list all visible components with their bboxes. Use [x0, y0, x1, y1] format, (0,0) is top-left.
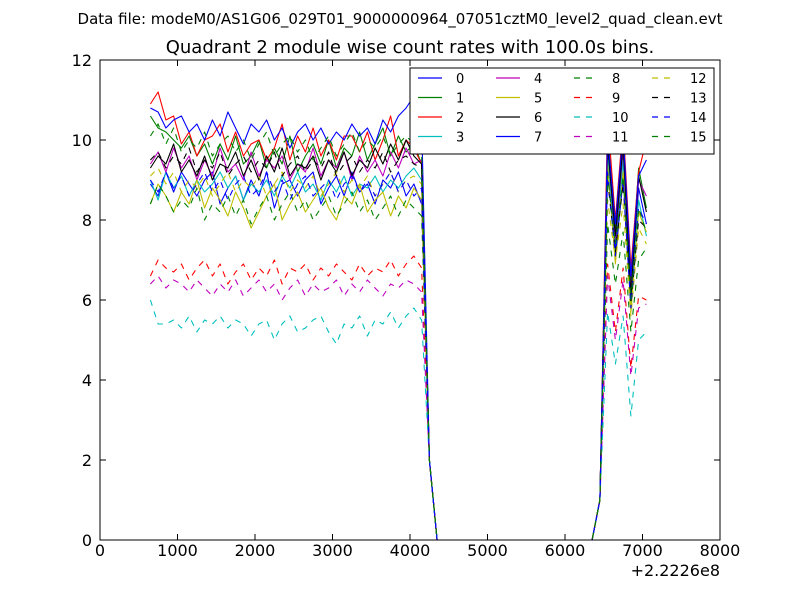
- x-tick-label: 8000: [700, 541, 741, 560]
- series-line-9: [149, 255, 647, 540]
- x-tick-label: 4000: [390, 541, 431, 560]
- legend-label: 8: [612, 72, 620, 87]
- y-tick-label: 6: [82, 291, 92, 310]
- y-tick-label: 2: [82, 451, 92, 470]
- legend-label: 11: [612, 131, 629, 146]
- legend-label: 12: [690, 72, 707, 87]
- legend-label: 13: [690, 92, 707, 107]
- series-line-7: [150, 95, 647, 540]
- x-tick-label: 3000: [312, 541, 353, 560]
- legend-label: 3: [456, 131, 464, 146]
- x-tick-label: 7000: [622, 541, 663, 560]
- y-tick-label: 4: [82, 371, 92, 390]
- legend-label: 15: [690, 131, 707, 146]
- legend-box: [409, 67, 715, 155]
- x-tick-label: 1000: [157, 541, 198, 560]
- series-line-3: [149, 155, 647, 540]
- legend-label: 14: [690, 111, 707, 126]
- series-line-2: [149, 91, 647, 540]
- chart-title: Quadrant 2 module wise count rates with …: [166, 37, 655, 58]
- series-layer: [149, 91, 647, 540]
- legend-label: 1: [456, 92, 464, 107]
- x-tick-label: 2000: [235, 541, 276, 560]
- figure-suptitle: Data file: modeM0/AS1G06_029T01_90000009…: [78, 10, 723, 29]
- x-tick-label: 6000: [545, 541, 586, 560]
- legend-label: 10: [612, 111, 629, 126]
- y-tick-label: 12: [72, 51, 92, 70]
- series-line-15: [149, 123, 647, 540]
- series-line-12: [150, 167, 647, 540]
- ticks-layer: 0 1000 2000 3000 4000 5000 6000 7000 80000246810…: [72, 51, 741, 560]
- series-line-6: [149, 139, 647, 540]
- series-line-8: [149, 183, 647, 540]
- legend-label: 2: [456, 111, 464, 126]
- series-line-5: [149, 163, 647, 540]
- x-offset-label: +2.2226e8: [631, 561, 720, 580]
- y-tick-label: 8: [82, 211, 92, 230]
- legend-label: 5: [534, 92, 542, 107]
- legend-label: 9: [612, 92, 620, 107]
- x-tick-label: 0: [95, 541, 105, 560]
- y-tick-label: 0: [82, 531, 92, 550]
- x-tick-label: 5000: [467, 541, 508, 560]
- legend-label: 6: [534, 111, 542, 126]
- legend-label: 4: [534, 72, 542, 87]
- y-tick-label: 10: [72, 131, 92, 150]
- series-line-1: [149, 115, 647, 540]
- legend-label: 7: [534, 131, 542, 146]
- legend-label: 0: [456, 72, 464, 87]
- series-line-4: [149, 139, 647, 540]
